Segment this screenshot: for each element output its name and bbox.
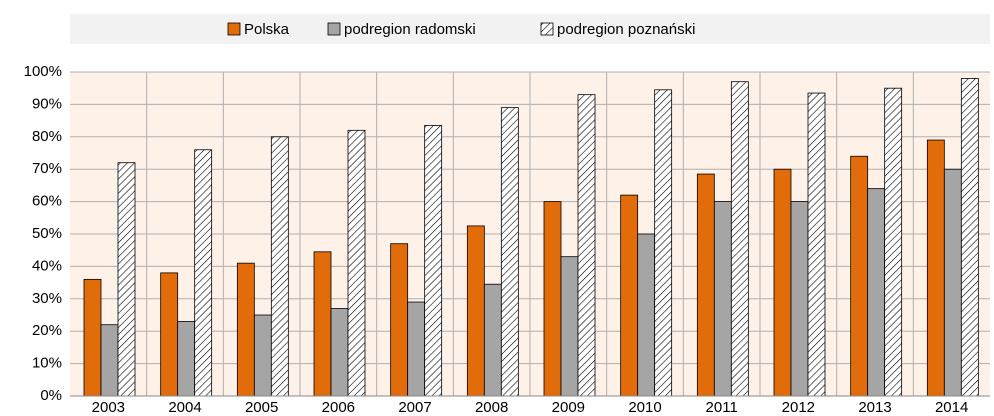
x-tick-label: 2012 — [782, 399, 815, 416]
bar — [483, 283, 502, 397]
bar — [790, 201, 809, 397]
bar — [313, 251, 332, 397]
y-tick-label: 30% — [32, 290, 62, 307]
bar — [160, 272, 179, 397]
bar — [730, 81, 749, 397]
x-tick-label: 2011 — [706, 399, 738, 416]
bar — [943, 168, 962, 397]
y-tick-label: 10% — [32, 355, 62, 372]
bar — [424, 125, 443, 397]
x-tick-label: 2007 — [398, 399, 431, 416]
y-tick-label: 70% — [32, 160, 62, 177]
legend-swatch — [540, 22, 554, 36]
bar — [696, 173, 715, 397]
bar — [270, 136, 289, 397]
bar — [390, 243, 409, 397]
bar — [620, 194, 639, 397]
y-tick-label: 0% — [40, 387, 62, 404]
bar — [867, 188, 886, 397]
bar — [577, 94, 596, 397]
y-tick-label: 20% — [32, 322, 62, 339]
bar — [347, 129, 366, 397]
legend-swatch — [327, 22, 341, 36]
x-tick-label: 2003 — [92, 399, 125, 416]
y-tick-label: 50% — [32, 225, 62, 242]
bar — [236, 262, 255, 397]
x-tick-label: 2013 — [858, 399, 891, 416]
bar — [100, 324, 119, 397]
x-tick-label: 2010 — [628, 399, 661, 416]
legend-label: podregion poznański — [557, 21, 695, 38]
bar — [654, 89, 673, 397]
x-tick-label: 2014 — [935, 399, 968, 416]
x-tick-label: 2005 — [245, 399, 278, 416]
bar — [713, 201, 732, 397]
bar — [117, 162, 136, 397]
bar — [194, 149, 213, 397]
bar — [637, 233, 656, 397]
bar — [177, 321, 196, 397]
bar — [253, 314, 272, 397]
x-tick-label: 2009 — [552, 399, 585, 416]
y-tick-label: 100% — [24, 63, 62, 80]
bar — [543, 201, 562, 397]
bar — [926, 139, 945, 397]
legend-label: Polska — [244, 21, 290, 38]
bar — [884, 87, 903, 397]
bar — [500, 107, 519, 397]
bar — [330, 308, 349, 397]
x-tick-label: 2004 — [168, 399, 201, 416]
legend-box — [70, 14, 990, 44]
y-tick-label: 80% — [32, 128, 62, 145]
x-tick-label: 2008 — [475, 399, 508, 416]
bar — [773, 168, 792, 397]
y-tick-label: 40% — [32, 257, 62, 274]
bar — [960, 78, 979, 397]
bar — [807, 92, 826, 397]
legend-label: podregion radomski — [344, 21, 476, 38]
x-tick-label: 2006 — [322, 399, 355, 416]
bar — [850, 155, 869, 397]
bar — [83, 278, 102, 397]
y-tick-label: 60% — [32, 193, 62, 210]
bar — [560, 256, 579, 397]
legend-swatch — [227, 22, 241, 36]
bar — [466, 225, 485, 397]
y-tick-label: 90% — [32, 95, 62, 112]
bar — [407, 301, 426, 397]
